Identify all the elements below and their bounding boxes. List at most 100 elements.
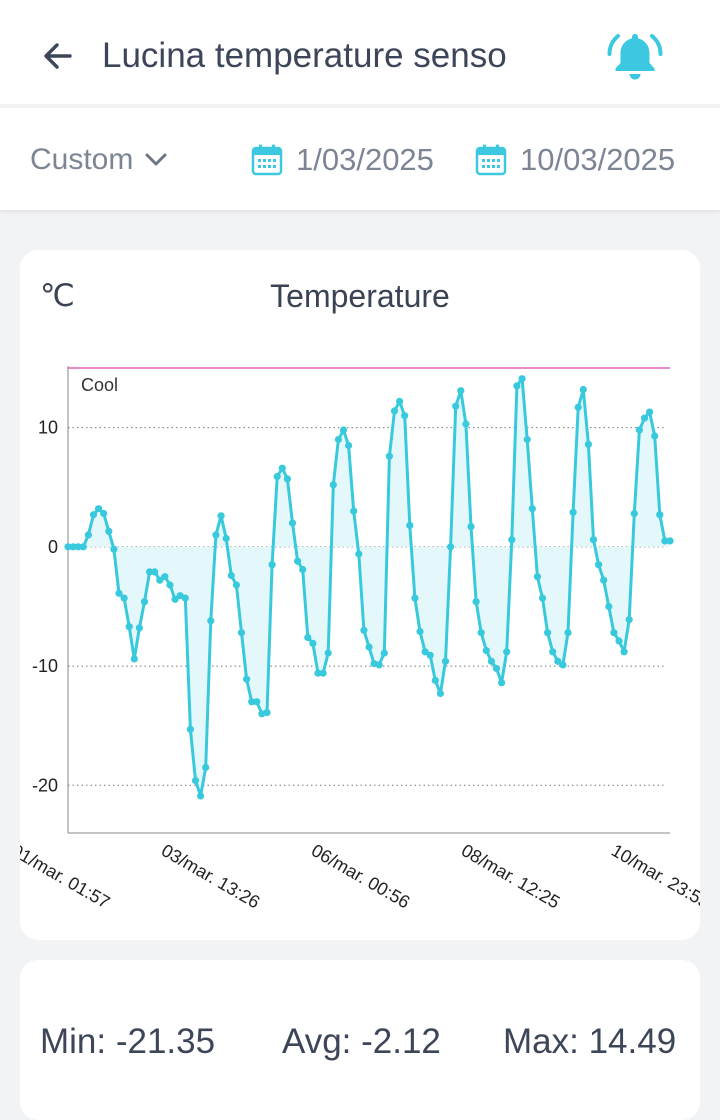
data-point [140,598,149,606]
data-point [375,661,383,669]
data-point [248,698,256,706]
data-point [161,573,169,581]
data-point [431,676,439,684]
y-tick-label: -10 [32,656,58,676]
data-point [640,414,649,422]
back-button[interactable] [36,34,80,78]
data-point [513,382,521,390]
range-dropdown[interactable]: Custom [30,138,169,182]
threshold-label: Cool [81,375,118,395]
data-point [523,435,531,444]
end-date-value: 10/03/2025 [520,142,676,177]
x-tick-label: 01/mar. 01:57 [20,840,113,912]
alerts-button[interactable] [606,28,664,86]
data-point [487,657,495,665]
data-point [360,626,368,634]
data-point [635,426,644,434]
data-point [666,537,674,545]
data-point [564,629,572,637]
data-point [212,531,220,539]
data-point [95,505,103,513]
data-point [64,543,72,551]
data-point [273,472,281,481]
data-point [538,594,547,602]
data-point [651,432,659,440]
data-point [365,643,373,651]
data-point [350,507,358,515]
data-point [447,543,455,551]
data-point [406,521,414,529]
x-tick-label: 08/mar. 12:25 [458,840,563,912]
data-point [595,561,603,569]
range-dropdown-label: Custom [30,143,134,176]
data-point [482,647,490,655]
data-point [544,629,552,637]
data-point [197,792,205,800]
data-point [100,509,108,518]
data-point [390,407,399,415]
data-point [232,581,240,589]
data-point [253,698,261,706]
data-point [411,594,419,602]
data-point [503,648,511,656]
data-point [569,508,577,516]
data-point [559,661,567,669]
y-tick-label: 0 [48,537,58,557]
data-point [436,689,444,698]
data-point [166,581,174,589]
max-value: Max: 14.49 [503,1022,677,1061]
data-point [396,397,404,405]
data-point [191,776,200,785]
data-point [620,648,628,656]
end-date-picker[interactable]: 10/03/2025 [474,138,675,182]
data-point [380,649,388,657]
x-tick-label: 06/mar. 00:56 [308,840,413,912]
data-point [610,629,618,637]
x-tick-label: 10/mar. 23:55 [608,840,700,912]
data-point [207,617,215,625]
app-header: Lucina temperature senso [0,0,720,104]
data-point [84,531,92,539]
series-area [68,378,670,796]
data-point [105,527,113,535]
data-point [549,648,557,656]
y-tick-label: -20 [32,775,58,795]
data-point [416,627,424,636]
data-point [69,543,77,551]
data-point [299,565,307,574]
arrow-left-icon [44,43,72,69]
temperature-chart[interactable]: 10 0 -10 -20 Cool 01/mar. 01:57 03/mar. 13:26 0… [20,250,700,940]
data-point [294,557,302,565]
calendar-icon [475,144,507,176]
start-date-picker[interactable]: 1/03/2025 [250,138,434,182]
data-point [89,511,98,519]
data-point [135,624,143,632]
data-point [385,452,393,460]
data-point [498,679,506,687]
data-point [110,545,118,553]
chart-title: Temperature [270,278,450,314]
page-title: Lucina temperature senso [102,36,507,75]
data-point [345,441,353,450]
data-point [146,568,154,576]
data-point [217,512,225,520]
data-point [605,602,613,611]
data-point [401,412,409,420]
data-point [615,637,623,645]
data-point [151,568,159,576]
avg-value: Avg: -2.12 [282,1022,441,1061]
data-point [237,629,246,637]
data-point [278,464,286,472]
data-point [314,669,322,677]
data-point [120,594,128,602]
unit-label: ℃ [40,278,75,313]
data-point [283,475,291,483]
data-point [268,561,276,569]
data-point [452,402,460,410]
data-point [227,571,235,580]
min-value: Min: -21.35 [40,1022,216,1061]
data-point [630,509,638,518]
data-point [518,375,526,383]
data-point [574,403,582,411]
x-tick-label: 03/mar. 13:26 [158,840,263,912]
